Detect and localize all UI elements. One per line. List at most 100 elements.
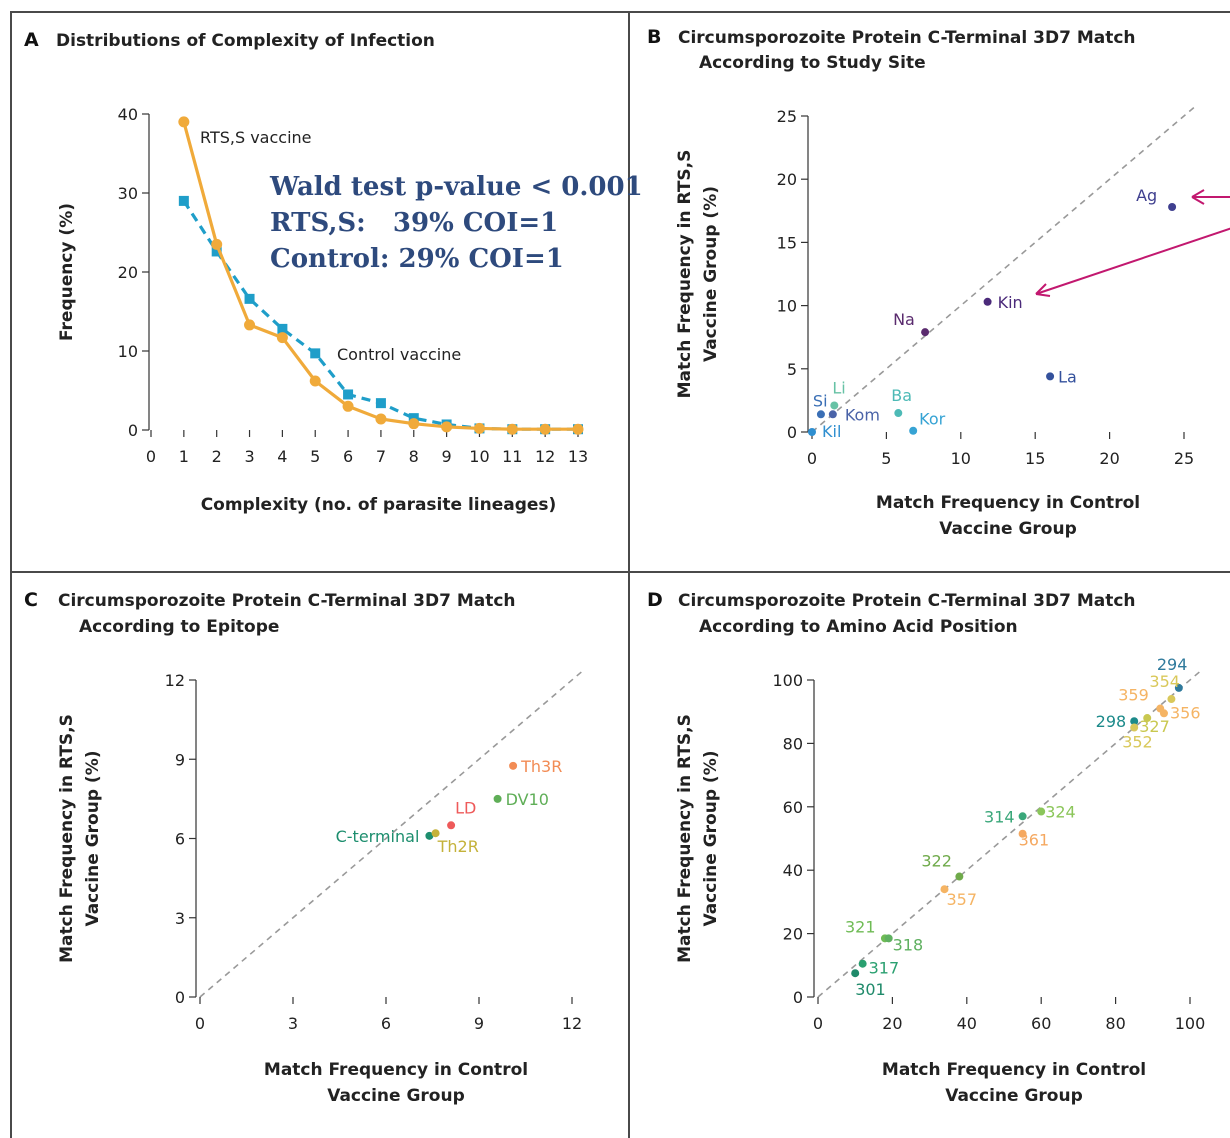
x-axis-label-line1: Match Frequency in Control (882, 1060, 1146, 1080)
data-point-327 (1143, 714, 1152, 723)
data-point-rtss (572, 423, 584, 435)
data-label-301: 301 (855, 980, 886, 999)
y-tick-label: 6 (175, 830, 185, 849)
data-point-322 (955, 872, 964, 881)
panel-b-title-line1: Circumsporozoite Protein C-Terminal 3D7 … (678, 28, 1136, 48)
data-point-kil (808, 428, 816, 436)
y-tick-label: 0 (175, 988, 185, 1007)
data-point-control (343, 389, 354, 400)
panel-c-title-line2: According to Epitope (79, 617, 279, 637)
y-tick-label: 0 (793, 988, 803, 1007)
data-point-control (211, 246, 222, 257)
identity-line (199, 668, 586, 998)
data-label-352: 352 (1122, 733, 1153, 752)
x-tick-label: 25 (1174, 449, 1194, 468)
annotation-line-2: RTS,S: 39% COI=1 (270, 208, 558, 238)
arrow-head-ag (1191, 189, 1205, 205)
y-axis-label-line2: Vaccine Group (%) (701, 186, 721, 362)
data-label-la: La (1058, 367, 1077, 386)
x-axis-label-line1: Match Frequency in Control (264, 1060, 528, 1080)
panel-b-letter: B (647, 26, 661, 48)
x-tick-label: 10 (951, 449, 971, 468)
data-point-rtss (506, 423, 518, 435)
data-point-314 (1018, 812, 1027, 821)
x-axis-label: Complexity (no. of parasite lineages) (201, 495, 557, 515)
data-point-rtss (473, 422, 485, 434)
x-tick-label: 20 (1099, 449, 1119, 468)
x-axis-label-line2: Vaccine Group (945, 1086, 1083, 1106)
data-point-control (244, 293, 255, 304)
y-tick-label: 5 (787, 360, 797, 379)
data-point-357 (940, 885, 949, 894)
data-label-318: 318 (893, 935, 924, 954)
y-tick-label: 40 (118, 105, 138, 124)
data-label-kil: Kil (822, 422, 841, 441)
panel-c-title-line1: Circumsporozoite Protein C-Terminal 3D7 … (58, 591, 516, 611)
data-point-rtss (375, 413, 387, 425)
y-tick-label: 100 (772, 671, 803, 690)
data-label-li: Li (832, 378, 845, 397)
data-point-ba (894, 409, 903, 418)
data-point-318 (884, 934, 893, 943)
data-label-ba: Ba (891, 386, 912, 405)
data-point-rtss (244, 319, 256, 331)
y-tick-label: 3 (175, 909, 185, 928)
data-label-dv10: DV10 (506, 790, 549, 809)
y-tick-label: 10 (777, 297, 797, 316)
x-tick-label: 4 (277, 447, 287, 466)
data-point-control (408, 413, 419, 424)
data-label-ld: LD (455, 798, 476, 817)
data-point-rtss (276, 332, 288, 344)
y-tick-label: 80 (783, 734, 803, 753)
data-point-c-terminal (425, 831, 434, 840)
panel-a-letter: A (24, 29, 39, 51)
x-tick-label: 11 (502, 447, 522, 466)
data-point-rtss (309, 375, 321, 387)
x-tick-label: 9 (442, 447, 452, 466)
data-label-356: 356 (1170, 703, 1201, 722)
series-label-control: Control vaccine (337, 345, 461, 364)
x-tick-label: 5 (310, 447, 320, 466)
x-tick-label: 60 (1031, 1014, 1051, 1033)
y-axis-label-line1: Match Frequency in RTS,S (675, 150, 695, 399)
x-tick-label: 1 (179, 447, 189, 466)
y-axis-label: Frequency (%) (57, 203, 77, 341)
y-axis-label-line2: Vaccine Group (%) (701, 750, 721, 926)
x-tick-label: 13 (568, 447, 588, 466)
annotation-line-3: Control: 29% COI=1 (270, 244, 564, 274)
data-label-314: 314 (984, 807, 1015, 826)
data-label-si: Si (813, 391, 828, 410)
x-tick-label: 0 (195, 1014, 205, 1033)
data-label-th2r: Th2R (437, 837, 479, 856)
data-point-ld (447, 821, 456, 830)
x-tick-label: 3 (244, 447, 254, 466)
x-tick-label: 0 (807, 449, 817, 468)
annotation-arrows (1035, 189, 1230, 297)
data-point-298 (1130, 717, 1139, 726)
y-tick-label: 60 (783, 798, 803, 817)
series-line-rtss (182, 121, 578, 431)
x-tick-label: 7 (376, 447, 386, 466)
data-point-352 (1130, 723, 1139, 732)
data-point-kom (828, 410, 837, 419)
data-point-317 (858, 959, 867, 968)
arrow-head-kin (1035, 283, 1051, 297)
y-tick-label: 25 (777, 107, 797, 126)
y-tick-label: 0 (787, 423, 797, 442)
x-tick-label: 12 (535, 447, 555, 466)
data-point-ag (1168, 203, 1177, 212)
data-label-294: 294 (1157, 655, 1188, 674)
data-label-361: 361 (1019, 831, 1050, 850)
data-label-c-terminal: C-terminal (336, 827, 420, 846)
chart-b: 0 5 10 15 20 25 0 5 10 15 20 25 Match Frequency in R… (675, 104, 1198, 539)
panel-d-frame (628, 571, 1230, 1138)
data-point-324 (1037, 807, 1046, 816)
x-tick-label: 2 (212, 447, 222, 466)
data-point-dv10 (493, 794, 502, 803)
panel-c-frame (10, 571, 630, 1138)
identity-line (811, 104, 1198, 433)
x-tick-label: 100 (1175, 1014, 1206, 1033)
x-tick-label: 6 (381, 1014, 391, 1033)
